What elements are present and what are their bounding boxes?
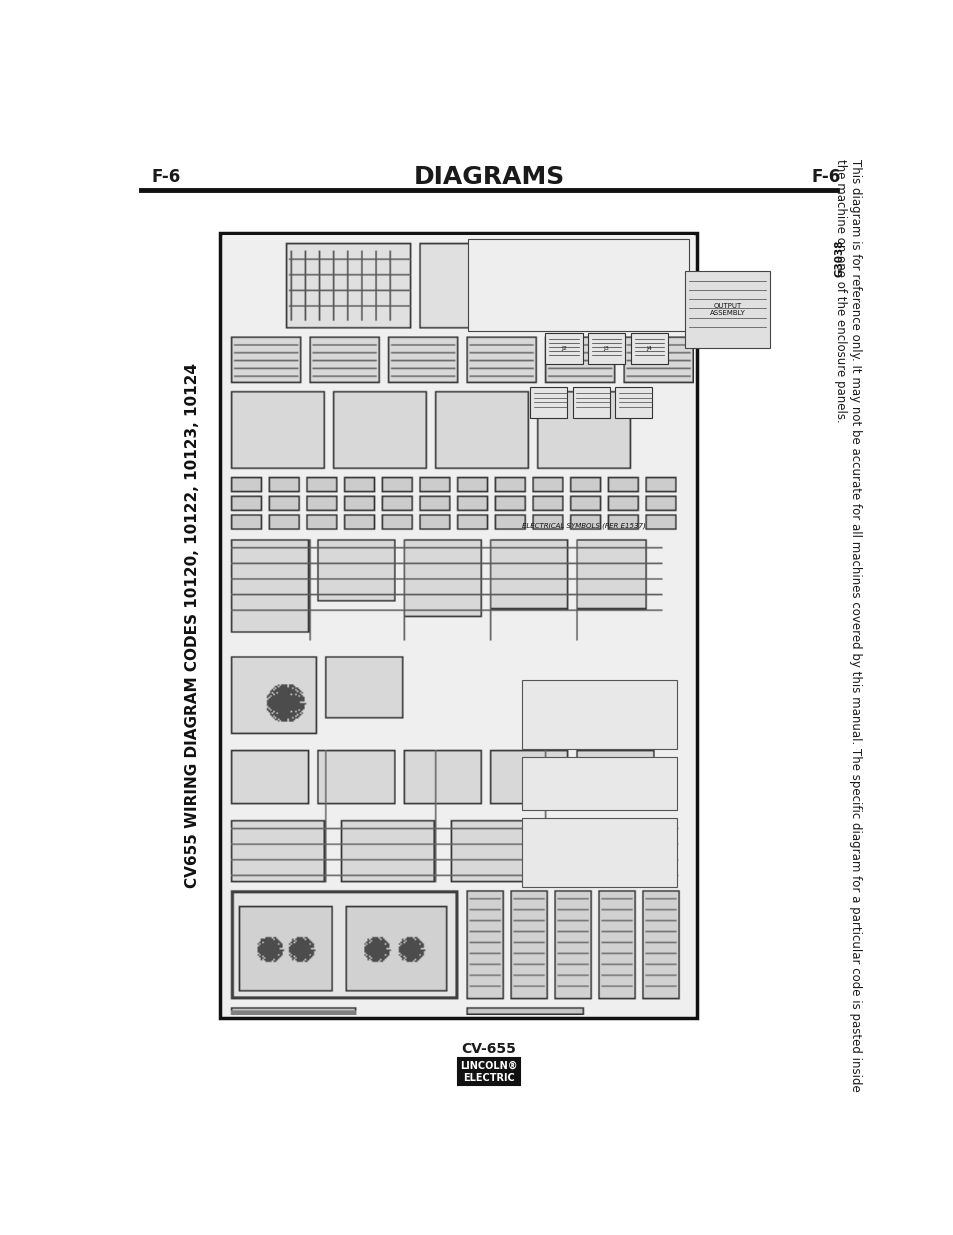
Bar [630,333,667,364]
Bar [220,233,696,1019]
Bar [615,387,652,417]
Bar [521,757,677,810]
Text: OUTPUT
ASSEMBLY: OUTPUT ASSEMBLY [709,304,745,316]
Bar [468,240,688,331]
Bar [521,818,677,888]
Text: J4: J4 [646,346,652,351]
Text: This diagram is for reference only. It may not be accurate for all machines cove: This diagram is for reference only. It m… [833,159,861,1092]
Text: J3: J3 [603,346,609,351]
Bar [545,333,582,364]
Text: CV-655: CV-655 [461,1042,516,1056]
Bar [587,333,624,364]
Text: LINCOLN®: LINCOLN® [459,1061,517,1071]
Text: F-6: F-6 [811,168,840,186]
Text: ELECTRIC: ELECTRIC [462,1073,515,1083]
Text: CV655 WIRING DIAGRAM CODES 10120, 10122, 10123, 10124: CV655 WIRING DIAGRAM CODES 10120, 10122,… [185,363,200,888]
Text: G3038: G3038 [834,240,844,277]
Bar [521,679,677,748]
Bar [457,1058,519,1072]
Bar [684,272,769,348]
Bar [572,387,609,417]
Text: F-6: F-6 [152,168,181,186]
Bar [530,387,567,417]
Text: DIAGRAMS: DIAGRAMS [413,165,564,189]
Text: ELECTRICAL SYMBOLS (PER E1537): ELECTRICAL SYMBOLS (PER E1537) [522,522,645,529]
Text: J2: J2 [560,346,566,351]
Bar [457,1072,519,1084]
